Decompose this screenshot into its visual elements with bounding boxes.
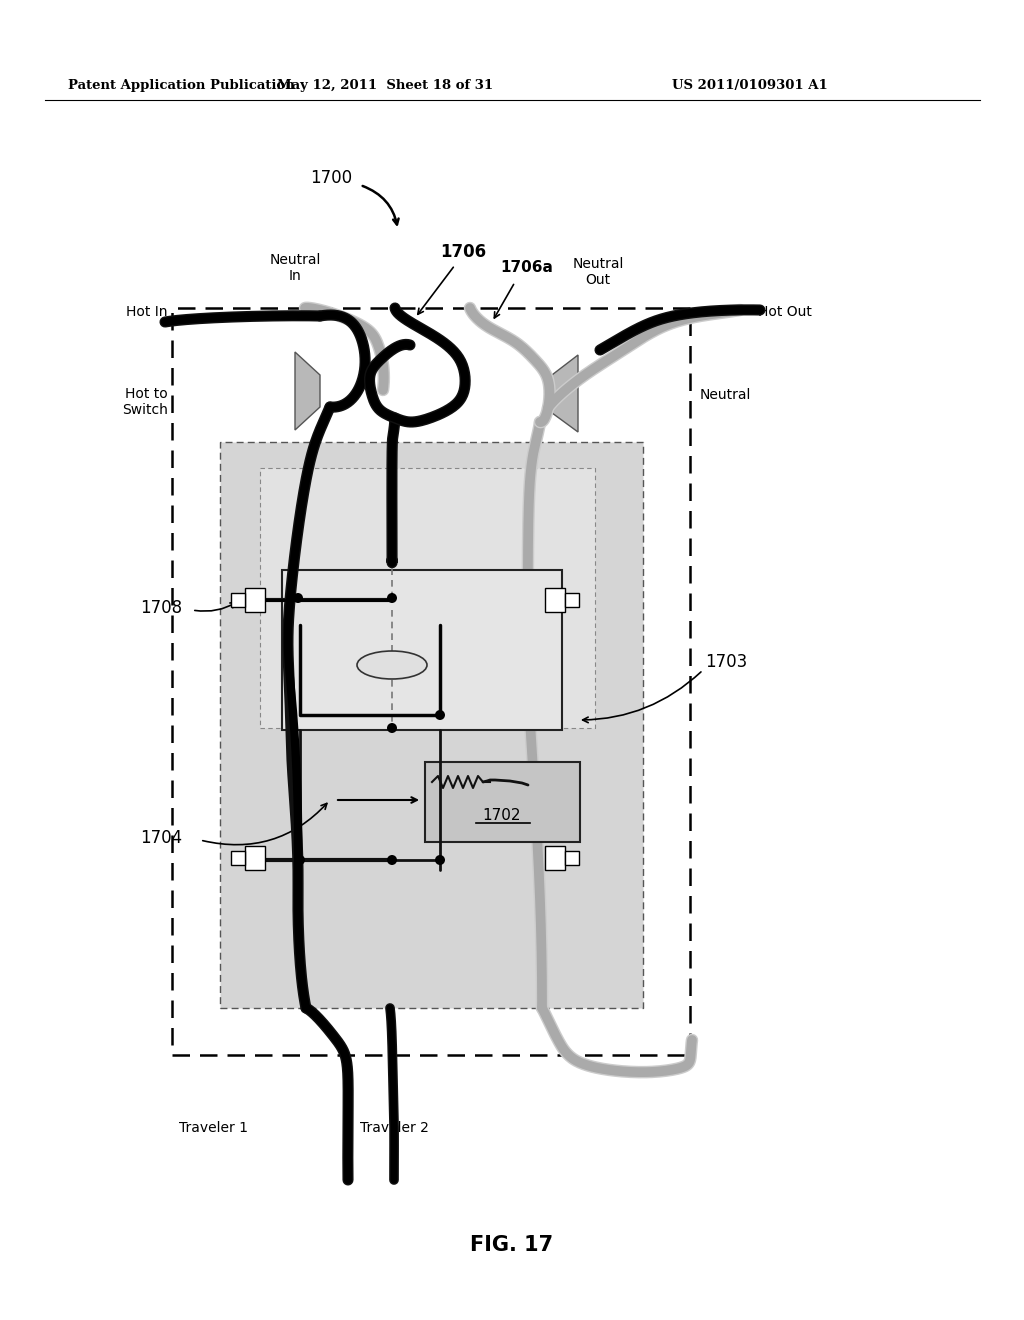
Bar <box>565 851 579 865</box>
Bar <box>565 593 579 607</box>
Bar <box>260 469 595 729</box>
Bar <box>231 851 245 865</box>
Text: Hot Out: Hot Out <box>758 305 812 319</box>
Text: May 12, 2011  Sheet 18 of 31: May 12, 2011 Sheet 18 of 31 <box>276 78 494 91</box>
Bar <box>245 846 265 870</box>
Bar <box>545 846 565 870</box>
Circle shape <box>435 855 445 865</box>
Text: Patent Application Publication: Patent Application Publication <box>68 78 295 91</box>
Text: US 2011/0109301 A1: US 2011/0109301 A1 <box>672 78 827 91</box>
Text: 1706: 1706 <box>440 243 486 261</box>
Text: Hot In: Hot In <box>127 305 168 319</box>
Circle shape <box>435 710 445 719</box>
Bar <box>282 570 562 730</box>
Ellipse shape <box>357 651 427 678</box>
Text: 1706a: 1706a <box>500 260 553 276</box>
Text: Neutral
Out: Neutral Out <box>572 257 624 286</box>
Bar <box>231 593 245 607</box>
Text: Neutral: Neutral <box>700 388 752 403</box>
Bar <box>545 587 565 612</box>
Polygon shape <box>295 352 319 430</box>
Polygon shape <box>548 355 578 432</box>
Bar <box>425 762 580 842</box>
Circle shape <box>295 855 305 865</box>
Text: 1704: 1704 <box>140 829 182 847</box>
Text: Traveler 1: Traveler 1 <box>179 1121 248 1135</box>
Text: Traveler 2: Traveler 2 <box>360 1121 429 1135</box>
Bar <box>245 587 265 612</box>
Circle shape <box>293 593 303 603</box>
Text: FIG. 17: FIG. 17 <box>470 1236 554 1255</box>
Circle shape <box>387 855 397 865</box>
Text: Hot to
Switch: Hot to Switch <box>122 387 168 417</box>
Text: 1703: 1703 <box>705 653 748 671</box>
Text: 1708: 1708 <box>140 599 182 616</box>
Circle shape <box>387 723 397 733</box>
Text: 1702: 1702 <box>482 808 521 822</box>
Bar <box>220 442 643 1008</box>
Text: Neutral
In: Neutral In <box>269 253 321 282</box>
Text: 1700: 1700 <box>310 169 352 187</box>
Circle shape <box>387 593 397 603</box>
